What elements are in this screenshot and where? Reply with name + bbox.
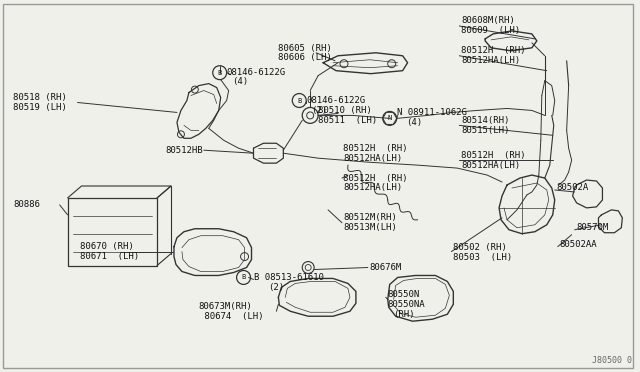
Text: 80608M(RH): 80608M(RH) (461, 16, 515, 25)
Text: B: B (241, 275, 246, 280)
Text: 80673M(RH): 80673M(RH) (199, 302, 253, 311)
Text: 80502A: 80502A (557, 183, 589, 192)
Text: 80514(RH): 80514(RH) (461, 116, 509, 125)
Text: (RH): (RH) (393, 310, 414, 319)
Text: 80550N: 80550N (388, 290, 420, 299)
Text: 80515(LH): 80515(LH) (461, 126, 509, 135)
Text: N 08911-1062G: N 08911-1062G (397, 108, 467, 117)
Text: 80512H  (RH): 80512H (RH) (461, 46, 526, 55)
Text: 80511  (LH): 80511 (LH) (318, 116, 377, 125)
Text: 80502AA: 80502AA (560, 240, 597, 249)
Text: N: N (388, 115, 392, 121)
Text: 80886: 80886 (13, 201, 40, 209)
Text: 80510 (RH): 80510 (RH) (318, 106, 372, 115)
Text: 80609  (LH): 80609 (LH) (461, 26, 520, 35)
Text: 80605 (RH): 80605 (RH) (278, 44, 332, 53)
Text: 80512HA(LH): 80512HA(LH) (461, 56, 520, 65)
Text: 80674  (LH): 80674 (LH) (199, 312, 263, 321)
Text: 80512HA(LH): 80512HA(LH) (343, 183, 402, 192)
Text: 80550NA: 80550NA (388, 300, 426, 309)
Text: 80502 (RH): 80502 (RH) (453, 243, 507, 252)
Text: B: B (218, 70, 222, 76)
Text: 80512H  (RH): 80512H (RH) (343, 144, 408, 153)
Text: (2): (2) (311, 106, 327, 115)
Text: 80518 (RH): 80518 (RH) (13, 93, 67, 102)
Bar (68, 198, 157, 266)
Text: 08146-6122G: 08146-6122G (227, 68, 286, 77)
Text: 80676M: 80676M (370, 263, 402, 272)
Text: 80512H  (RH): 80512H (RH) (461, 151, 526, 160)
Text: 80512M(RH): 80512M(RH) (343, 213, 397, 222)
Text: 08146-6122G: 08146-6122G (306, 96, 365, 105)
Text: J80500 0: J80500 0 (591, 356, 632, 365)
Text: 80671  (LH): 80671 (LH) (79, 252, 139, 261)
Text: 80512HA(LH): 80512HA(LH) (461, 161, 520, 170)
Text: 80570M: 80570M (577, 223, 609, 232)
Text: 80503  (LH): 80503 (LH) (453, 253, 513, 262)
Text: 80513M(LH): 80513M(LH) (343, 223, 397, 232)
Text: B: B (297, 97, 301, 103)
Text: 80512HA(LH): 80512HA(LH) (343, 154, 402, 163)
Text: 80512H  (RH): 80512H (RH) (343, 174, 408, 183)
Text: 80519 (LH): 80519 (LH) (13, 103, 67, 112)
Text: (4): (4) (406, 118, 423, 127)
Text: 80670 (RH): 80670 (RH) (79, 242, 133, 251)
Text: 80606 (LH): 80606 (LH) (278, 53, 332, 62)
Text: 80512HB: 80512HB (165, 146, 203, 155)
Text: B 08513-61610: B 08513-61610 (255, 273, 324, 282)
Text: (4): (4) (232, 77, 248, 86)
Text: (2): (2) (268, 283, 285, 292)
